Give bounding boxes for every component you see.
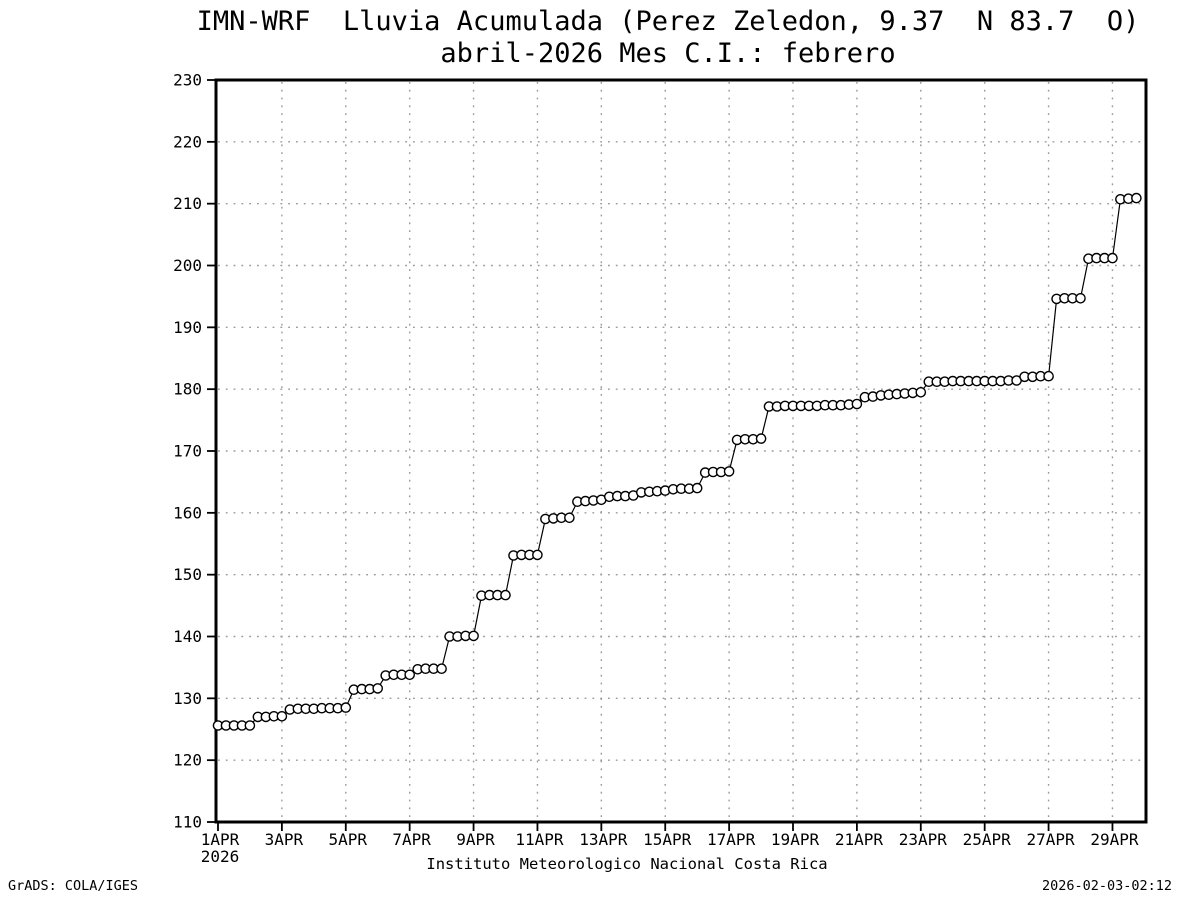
y-tick-label: 210 — [173, 194, 202, 213]
data-point — [723, 466, 735, 477]
x-tick-label: 27APR — [1026, 830, 1075, 849]
y-tick-label: 220 — [173, 132, 202, 151]
y-tick-label: 190 — [173, 318, 202, 337]
x-tick-label: 19APR — [771, 830, 820, 849]
x-tick-label: 5APR — [329, 830, 368, 849]
data-point — [468, 630, 479, 642]
data-line — [218, 197, 1137, 727]
x-tick-label: 21APR — [835, 830, 884, 849]
x-tick-label: 3APR — [265, 830, 304, 849]
y-tick-label: 120 — [173, 751, 202, 770]
data-point — [851, 398, 863, 410]
data-point — [436, 663, 447, 675]
y-tick-label: 130 — [173, 689, 202, 708]
data-point — [915, 386, 927, 398]
chart-subtitle: abril-2026 Mes C.I.: febrero — [440, 38, 896, 69]
x-tick-label: 7APR — [392, 830, 431, 849]
x-tick-label: 29APR — [1090, 830, 1139, 849]
data-point — [1107, 252, 1118, 264]
data-point — [404, 669, 416, 681]
x-tick-label: 17APR — [707, 830, 756, 849]
y-tick-label: 160 — [173, 503, 202, 522]
data-point — [244, 720, 256, 731]
x-tick-label: 13APR — [579, 830, 628, 849]
data-point — [691, 482, 703, 494]
data-point — [1131, 192, 1142, 204]
y-tick-label: 230 — [173, 71, 202, 90]
data-point — [755, 433, 767, 444]
data-point — [500, 589, 511, 601]
x-axis-caption: Instituto Meteorologico Nacional Costa R… — [426, 855, 828, 873]
data-point — [372, 683, 384, 694]
y-tick-label: 170 — [173, 442, 202, 461]
plot-frame — [214, 78, 1148, 824]
x-tick-label: 11APR — [515, 830, 564, 849]
data-point — [532, 549, 543, 561]
x-tick-label: 15APR — [643, 830, 692, 849]
y-tick-label: 180 — [173, 380, 202, 399]
grads-credit-label: GrADS: COLA/IGES — [8, 878, 139, 894]
y-tick-label: 200 — [173, 256, 202, 275]
data-point — [340, 702, 352, 713]
x-tick-label: 25APR — [963, 830, 1012, 849]
data-point — [276, 711, 288, 722]
x-tick-label: 9APR — [456, 830, 495, 849]
y-tick-label: 150 — [173, 565, 202, 584]
data-point — [1043, 370, 1054, 382]
x-axis-year-label: 2026 — [201, 847, 240, 866]
plot-timestamp-label: 2026-02-03-02:12 — [1041, 878, 1172, 894]
y-tick-label: 110 — [173, 813, 202, 832]
chart-title: IMN-WRF Lluvia Acumulada (Perez Zeledon,… — [196, 6, 1140, 37]
data-point — [1075, 292, 1086, 304]
x-tick-label: 23APR — [899, 830, 948, 849]
data-point — [564, 512, 575, 524]
y-tick-label: 140 — [173, 627, 202, 646]
x-tick-label: 1APR — [201, 830, 240, 849]
